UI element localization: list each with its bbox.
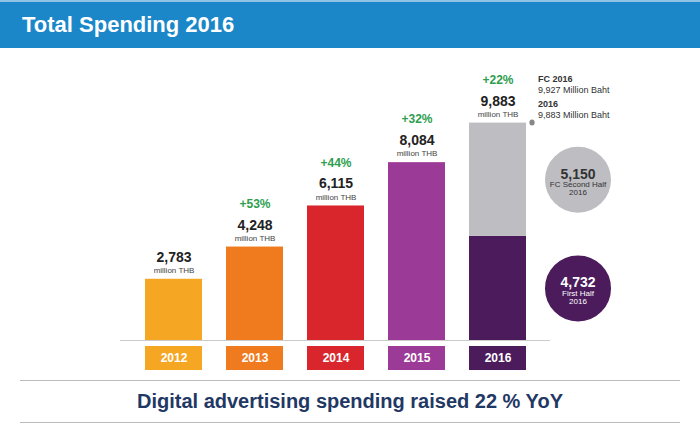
svg-text:4,732: 4,732 <box>560 274 595 290</box>
svg-text:9,883 Million Baht: 9,883 Million Baht <box>538 110 610 120</box>
svg-text:2012: 2012 <box>161 351 188 365</box>
svg-text:million THB: million THB <box>235 234 276 243</box>
svg-text:FC Second Half2016: FC Second Half2016 <box>550 180 607 197</box>
html-text:Digital advertising spending r: Digital advertising spending raised 22 %… <box>137 390 563 412</box>
svg-text:+53%: +53% <box>239 197 270 211</box>
svg-text:2013: 2013 <box>242 351 269 365</box>
svg-text:+32%: +32% <box>401 112 432 126</box>
svg-text:5,150: 5,150 <box>560 166 595 182</box>
html-text:Total Spending 2016: Total Spending 2016 <box>22 12 235 37</box>
svg-text:2014: 2014 <box>323 351 350 365</box>
svg-text:million THB: million THB <box>154 266 195 275</box>
svg-text:8,084: 8,084 <box>399 132 434 148</box>
svg-text:2015: 2015 <box>404 351 431 365</box>
svg-text:2016: 2016 <box>485 351 512 365</box>
svg-text:million THB: million THB <box>397 149 438 158</box>
svg-text:2016: 2016 <box>538 99 558 109</box>
svg-text:+44%: +44% <box>320 156 351 170</box>
svg-text:+22%: +22% <box>482 73 513 87</box>
svg-text:2,783: 2,783 <box>156 249 191 265</box>
svg-text:FC 2016: FC 2016 <box>538 74 573 84</box>
svg-text:4,248: 4,248 <box>237 217 272 233</box>
svg-text:9,883: 9,883 <box>480 93 515 109</box>
svg-text:million THB: million THB <box>478 110 519 119</box>
svg-text:First Half2016: First Half2016 <box>562 289 595 306</box>
svg-text:9,927 Million Baht: 9,927 Million Baht <box>538 85 610 95</box>
svg-text:million THB: million THB <box>316 193 357 202</box>
svg-text:6,115: 6,115 <box>319 175 353 191</box>
